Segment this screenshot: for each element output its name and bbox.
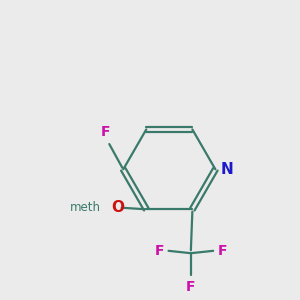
Text: F: F [101,125,110,139]
Text: F: F [186,280,196,294]
Text: F: F [218,244,227,258]
Text: meth: meth [70,201,101,214]
Text: O: O [112,200,124,215]
Text: N: N [221,162,233,177]
Text: F: F [154,244,164,258]
